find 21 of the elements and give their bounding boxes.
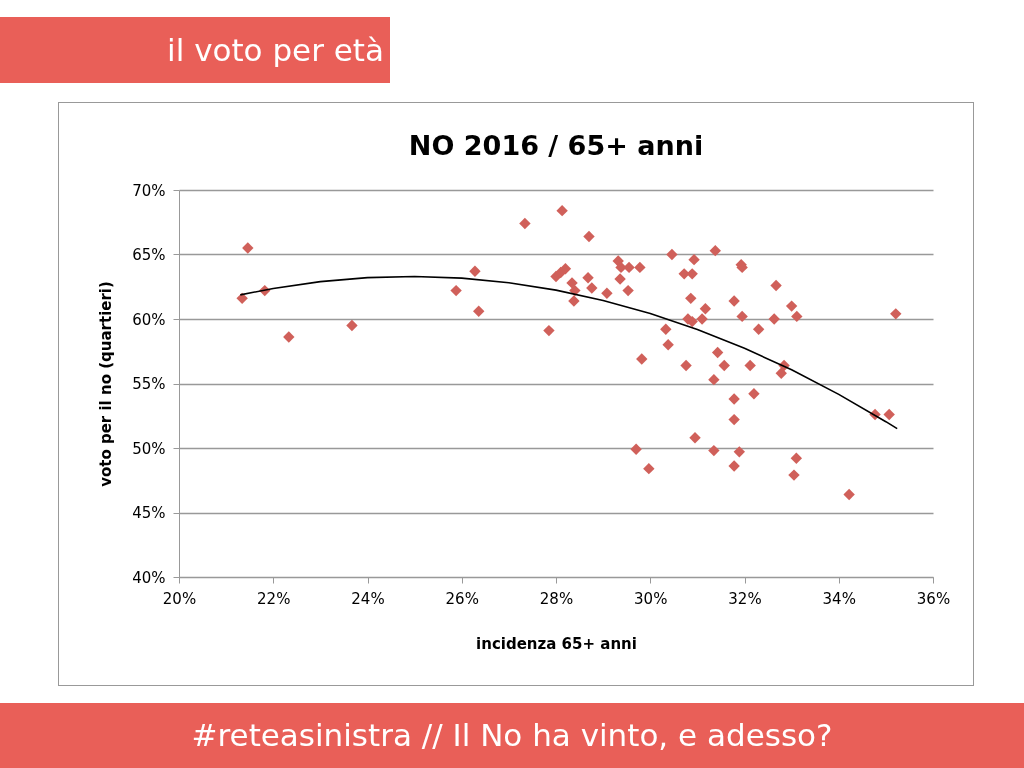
x-tick-label: 24% bbox=[351, 589, 385, 608]
y-tick-label: 50% bbox=[132, 439, 166, 458]
y-tick-label: 60% bbox=[132, 310, 166, 329]
x-tick-label: 22% bbox=[257, 589, 291, 608]
x-tick-label: 36% bbox=[916, 589, 951, 608]
y-tick-label: 70% bbox=[132, 181, 166, 200]
x-tick-label: 30% bbox=[634, 589, 668, 608]
y-axis-title: voto per il no (quartieri) bbox=[97, 281, 116, 487]
y-tick-label: 40% bbox=[132, 568, 166, 587]
x-tick-label: 20% bbox=[162, 589, 197, 608]
x-tick-label: 32% bbox=[728, 589, 762, 608]
text: #reteasinistra // Il No ha vinto, e adesso? bbox=[0, 703, 1024, 768]
x-tick-label: 28% bbox=[539, 589, 574, 608]
chart-title: NO 2016 / 65+ anni bbox=[408, 130, 704, 161]
y-tick-label: 65% bbox=[132, 246, 166, 264]
y-tick-label: 45% bbox=[132, 504, 166, 522]
y-tick-label: 55% bbox=[132, 375, 166, 393]
x-tick-label: 26% bbox=[445, 589, 479, 608]
text: il voto per età bbox=[0, 17, 390, 83]
x-tick-label: 34% bbox=[822, 589, 856, 608]
x-axis-title: incidenza 65+ anni bbox=[476, 634, 637, 653]
